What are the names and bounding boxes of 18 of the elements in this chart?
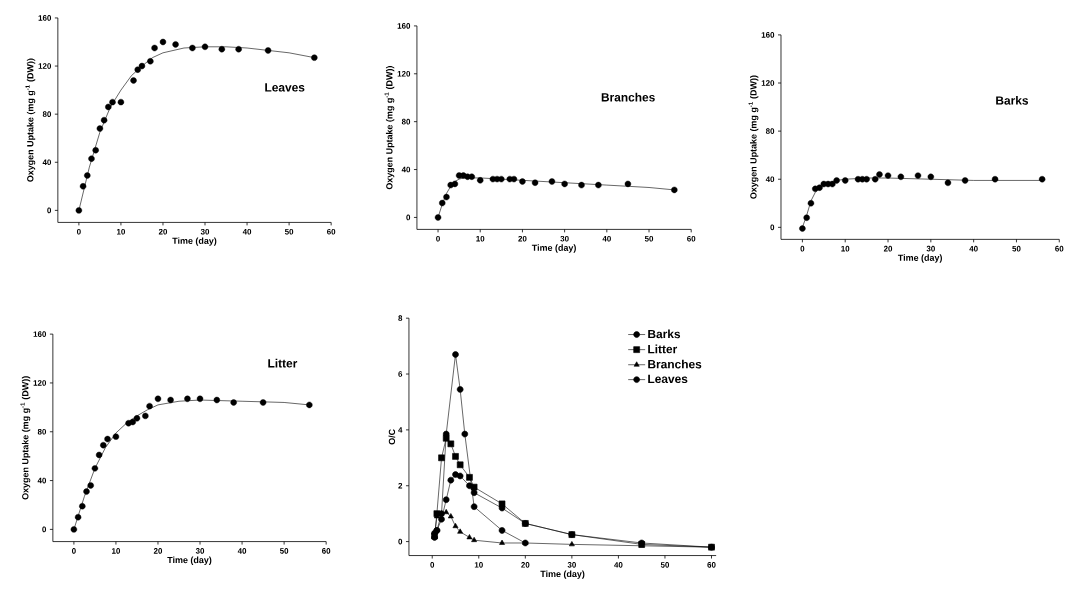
y-axis-title: Oxygen Uptake (mg g$^{-1}$ (DW)) <box>748 75 759 199</box>
legend-label: Litter <box>648 344 678 354</box>
y-axis-title: O/C <box>388 428 396 445</box>
y-axis-title: Oxygen Uptake (mg g$^{-1}$ (DW)) <box>25 58 36 182</box>
legend-label: Barks <box>648 329 681 338</box>
legend-label: Leaves <box>648 374 688 383</box>
text: Branches <box>601 92 655 102</box>
x-axis-title: Time (day) <box>167 556 212 565</box>
x-axis-title: Time (day) <box>897 254 942 263</box>
text: Litter <box>268 358 298 368</box>
y-axis-title: Oxygen Uptake (mg g$^{-1}$ (DW)) <box>384 65 395 190</box>
text: Barks <box>996 95 1029 105</box>
y-axis-title: Oxygen Uptake (mg g$^{-1}$ (DW)) <box>20 376 31 500</box>
x-axis-title: Time (day) <box>540 570 585 579</box>
x-axis-title: Time (day) <box>172 237 217 246</box>
x-axis-title: Time (day) <box>531 244 576 253</box>
legend-label: Branches <box>648 359 702 369</box>
text: Leaves <box>265 83 305 92</box>
